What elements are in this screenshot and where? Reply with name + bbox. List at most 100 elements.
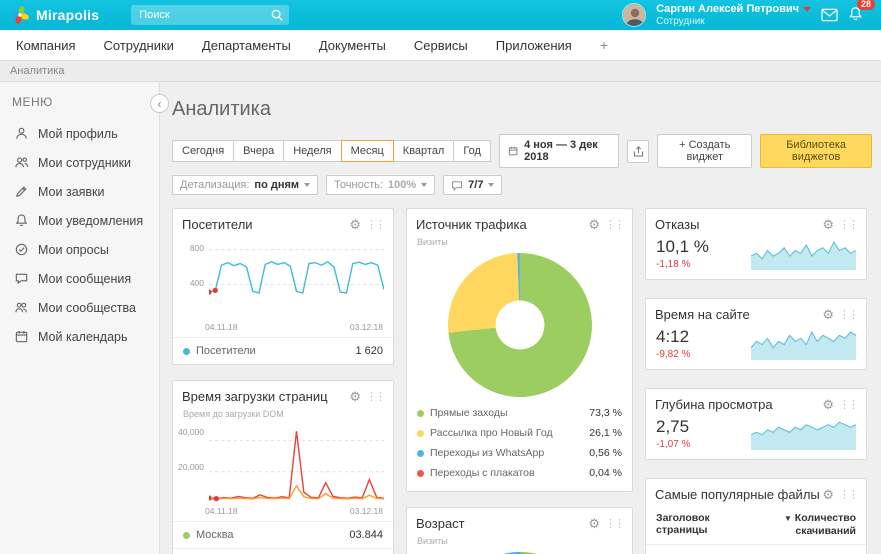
bounce-sparkline — [751, 240, 856, 270]
widget-drag-handle-icon[interactable]: ⋮⋮ — [839, 219, 859, 231]
brand[interactable]: Mirapolis — [10, 5, 99, 25]
nav-item-employees[interactable]: Сотрудники — [103, 37, 174, 53]
collapse-sidebar-button[interactable]: ‹ — [150, 94, 169, 113]
widget-title: Время на сайте — [655, 307, 750, 322]
legend-dot — [417, 469, 424, 477]
legend-dot — [417, 409, 424, 417]
column-page-title[interactable]: Заголовок страницы — [656, 512, 710, 536]
chat-icon — [15, 273, 28, 285]
kpi-delta: -1,07 % — [656, 439, 691, 450]
breadcrumb[interactable]: Аналитика — [10, 65, 65, 77]
table-row[interactable]: Основной реестр доверенностей 2056 — [646, 545, 866, 554]
widget-drag-handle-icon[interactable]: ⋮⋮ — [839, 399, 859, 411]
nav-item-departments[interactable]: Департаменты — [201, 37, 291, 53]
widget-settings-icon[interactable]: ⚙ — [822, 307, 834, 322]
legend-item: Переходы с плакатов 0,04 % — [417, 463, 622, 483]
check-circle-icon — [15, 243, 28, 256]
notification-badge: 28 — [856, 0, 875, 10]
chevron-down-icon — [421, 183, 428, 187]
widget-settings-icon[interactable]: ⚙ — [822, 217, 834, 232]
widget-drag-handle-icon[interactable]: ⋮⋮ — [366, 219, 386, 231]
legend-dot — [183, 531, 190, 539]
column-downloads[interactable]: ▼ Количество скачиваний — [783, 512, 856, 538]
calendar-icon — [15, 330, 28, 343]
legend-item: Рассылка про Новый Год 26,1 % — [417, 423, 622, 443]
date-range-picker[interactable]: 4 ноя — 3 дек 2018 — [498, 134, 620, 168]
widget-library-button[interactable]: Библиотека виджетов — [760, 134, 872, 168]
nav-item-services[interactable]: Сервисы — [413, 37, 468, 53]
sidebar: МЕНЮ ‹ Мой профиль Мои сотрудники Мои за… — [0, 82, 169, 554]
legend-value: 0,56 % — [589, 447, 622, 459]
period-month[interactable]: Месяц — [340, 140, 394, 162]
widget-drag-handle-icon[interactable]: ⋮⋮ — [839, 489, 859, 501]
notifications[interactable]: 28 — [848, 0, 875, 25]
pencil-icon — [15, 186, 27, 198]
traffic-legend: Прямые заходы 73,3 % Рассылка про Новый … — [407, 403, 632, 491]
widget-title: Время загрузки страниц — [182, 389, 328, 404]
visitors-line-chart — [209, 249, 384, 295]
search-icon[interactable] — [270, 8, 284, 22]
legend-value: 0,04 % — [589, 467, 622, 479]
search-box — [131, 5, 290, 25]
widget-traffic-source: Источник трафика ⚙ ⋮⋮ Визиты Прямые з — [406, 208, 633, 492]
widget-title: Самые популярные файлы — [655, 487, 820, 502]
widget-settings-icon[interactable]: ⚙ — [822, 487, 834, 502]
avatar-photo — [623, 4, 646, 26]
widget-settings-icon[interactable]: ⚙ — [588, 516, 600, 531]
period-week[interactable]: Неделя — [283, 140, 342, 162]
user-menu[interactable]: Саргин Алексей Петрович Сотрудник — [656, 3, 811, 27]
nav-item-company[interactable]: Компания — [16, 37, 76, 53]
widget-time-on-site: Время на сайте ⚙ ⋮⋮ 4:12 -9,82 % — [645, 298, 867, 370]
breadcrumb-bar: Аналитика — [0, 61, 881, 82]
legend-item: Переходы из WhatsApp 0,56 % — [417, 443, 622, 463]
widget-drag-handle-icon[interactable]: ⋮⋮ — [839, 309, 859, 321]
avatar[interactable] — [622, 3, 647, 27]
detail-label: Детализация: — [180, 179, 250, 191]
widget-page-load-time: Время загрузки страниц ⚙ ⋮⋮ Время до заг… — [172, 380, 394, 554]
search-input[interactable] — [131, 5, 290, 25]
sidebar-item-requests[interactable]: Мои заявки — [0, 177, 159, 206]
kpi-delta: -9,82 % — [656, 349, 691, 360]
kpi-value: 4:12 — [656, 327, 690, 346]
time-sparkline — [751, 330, 856, 360]
sidebar-item-calendar[interactable]: Мой календарь — [0, 322, 159, 351]
widget-settings-icon[interactable]: ⚙ — [822, 397, 834, 412]
sidebar-item-my-employees[interactable]: Мои сотрудники — [0, 148, 159, 177]
widget-drag-handle-icon[interactable]: ⋮⋮ — [366, 391, 386, 403]
period-quarter[interactable]: Квартал — [392, 140, 455, 162]
chevron-down-icon — [488, 183, 495, 187]
sidebar-item-communities[interactable]: Мои сообщества — [0, 293, 159, 322]
export-button[interactable] — [627, 139, 650, 163]
load-time-line-chart — [209, 431, 384, 502]
widget-settings-icon[interactable]: ⚙ — [349, 217, 361, 232]
widget-drag-handle-icon[interactable]: ⋮⋮ — [605, 518, 625, 530]
detail-dropdown[interactable]: Детализация: по дням — [172, 175, 319, 195]
nav-add-button[interactable]: + — [599, 37, 608, 53]
create-widget-button[interactable]: + Создать виджет — [657, 134, 753, 168]
widget-settings-icon[interactable]: ⚙ — [349, 389, 361, 404]
sidebar-item-surveys[interactable]: Мои опросы — [0, 235, 159, 264]
period-yesterday[interactable]: Вчера — [233, 140, 285, 162]
comments-dropdown[interactable]: 7/7 — [443, 175, 503, 195]
mail-icon[interactable] — [821, 8, 838, 22]
traffic-donut-chart — [447, 253, 592, 397]
widget-drag-handle-icon[interactable]: ⋮⋮ — [605, 219, 625, 231]
topbar-right: Саргин Алексей Петрович Сотрудник 28 — [622, 0, 875, 27]
sidebar-item-notifications[interactable]: Мои уведомления — [0, 206, 159, 235]
bell-icon — [15, 214, 28, 227]
sidebar-item-label: Мои заявки — [38, 184, 105, 199]
sidebar-item-label: Мои опросы — [38, 242, 109, 257]
nav-item-documents[interactable]: Документы — [318, 37, 386, 53]
widget-visitors: Посетители ⚙ ⋮⋮ 800 400 — [172, 208, 394, 365]
sidebar-item-profile[interactable]: Мой профиль — [0, 119, 159, 148]
kpi-value: 10,1 % — [656, 237, 709, 256]
detail-value: по дням — [254, 179, 300, 191]
period-today[interactable]: Сегодня — [172, 140, 235, 162]
widget-settings-icon[interactable]: ⚙ — [588, 217, 600, 232]
users-icon — [15, 157, 29, 168]
legend-label: Москва — [196, 529, 234, 541]
sidebar-item-messages[interactable]: Мои сообщения — [0, 264, 159, 293]
period-year[interactable]: Год — [453, 140, 491, 162]
nav-item-apps[interactable]: Приложения — [495, 37, 572, 53]
precision-dropdown[interactable]: Точность: 100% — [326, 175, 436, 195]
